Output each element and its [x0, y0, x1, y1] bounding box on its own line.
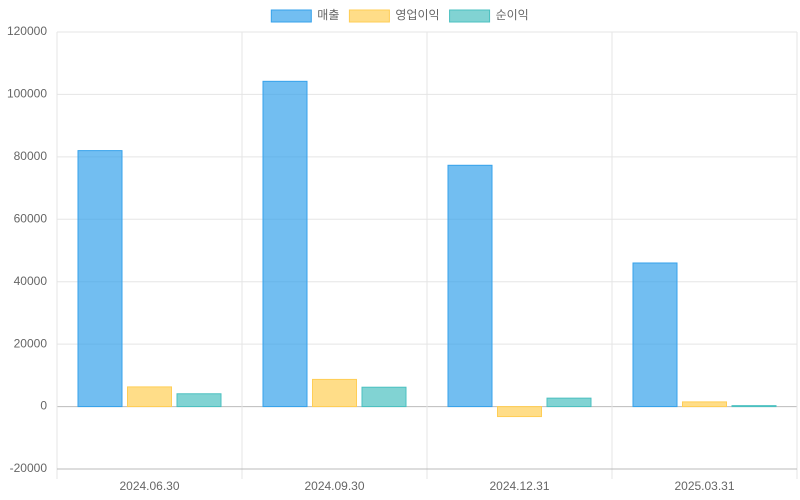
y-tick-label: -20000	[10, 461, 48, 475]
y-tick-label: 100000	[7, 87, 47, 101]
legend-swatch	[270, 9, 312, 23]
bar	[447, 164, 493, 408]
y-tick-label: 60000	[14, 211, 48, 225]
bar	[262, 80, 308, 408]
legend-label: 순이익	[496, 8, 529, 22]
bar	[312, 378, 357, 408]
bar	[127, 386, 172, 408]
y-tick-label: 20000	[14, 336, 48, 350]
bar	[546, 397, 592, 408]
legend-swatch	[348, 9, 390, 23]
y-tick-label: 40000	[14, 274, 48, 288]
bar	[361, 386, 407, 408]
bar	[176, 393, 222, 408]
x-tick-label: 2024.09.30	[304, 479, 364, 493]
x-tick-label: 2025.03.31	[674, 479, 734, 493]
legend-swatch	[449, 9, 491, 23]
y-tick-label: 120000	[7, 24, 47, 38]
y-tick-label: 80000	[14, 149, 48, 163]
bar	[632, 262, 678, 408]
legend-label: 매출	[317, 8, 339, 22]
legend-label: 영업이익	[395, 8, 439, 22]
bar	[77, 150, 123, 408]
x-tick-label: 2024.06.30	[119, 479, 179, 493]
bar	[497, 406, 542, 418]
y-tick-label: 0	[40, 399, 47, 413]
bar	[731, 405, 777, 408]
x-tick-label: 2024.12.31	[489, 479, 549, 493]
bar	[682, 401, 727, 408]
